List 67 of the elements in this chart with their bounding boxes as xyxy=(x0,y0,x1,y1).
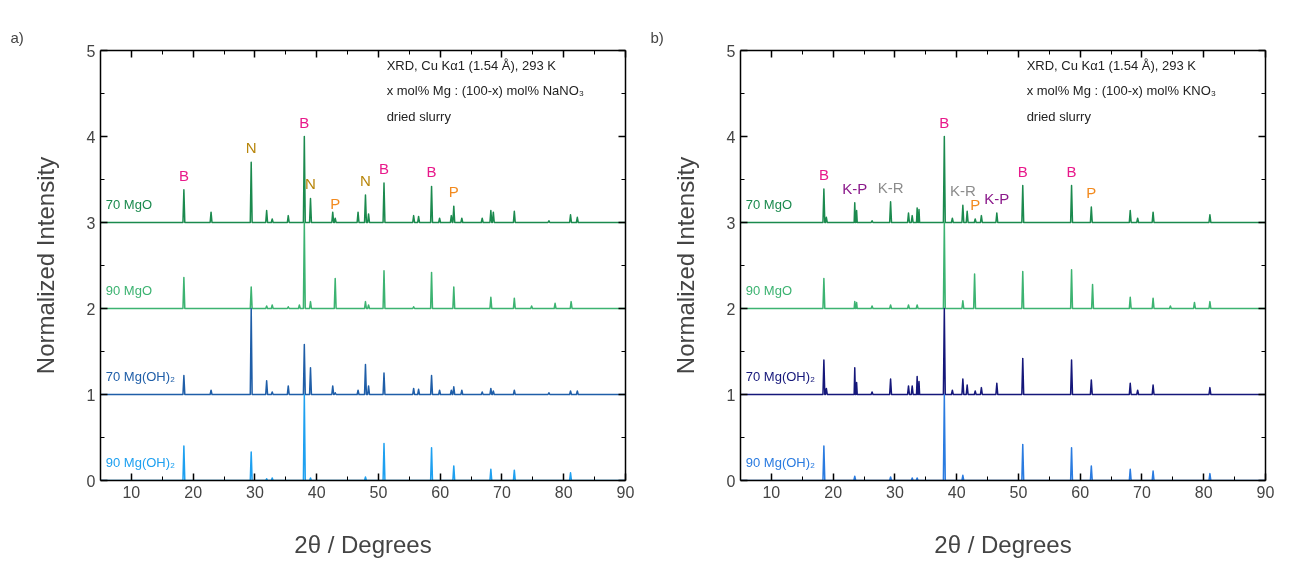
x-tick-label: 10 xyxy=(122,483,141,501)
annotation: x mol% Mg : (100-x) mol% KNO₃ xyxy=(1026,83,1217,99)
y-tick-label: 2 xyxy=(86,300,96,318)
annotation: B xyxy=(818,165,829,183)
annotation: B xyxy=(426,163,437,181)
annotation: K-P xyxy=(842,179,868,197)
x-axis-title: 2θ / Degrees xyxy=(294,530,432,558)
annotation: N xyxy=(305,175,316,193)
annotation: P xyxy=(330,195,341,213)
y-axis-title: Normalized Intensity xyxy=(671,156,699,375)
series-label: 70 MgO xyxy=(105,197,152,213)
series-label: 90 MgO xyxy=(105,283,152,299)
y-tick-label: 2 xyxy=(726,300,736,318)
annotation: K-R xyxy=(877,178,904,196)
x-tick-label: 50 xyxy=(369,483,388,501)
annotation: XRD, Cu Kα1 (1.54 Å), 293 K xyxy=(386,57,557,73)
annotation: dried slurry xyxy=(386,109,452,125)
annotation: N xyxy=(360,171,371,189)
annotation: P xyxy=(448,183,459,201)
x-tick-label: 40 xyxy=(947,483,966,501)
x-tick-label: 90 xyxy=(1256,483,1275,501)
y-tick-label: 5 xyxy=(86,42,96,60)
annotation: B xyxy=(939,113,950,131)
x-tick-label: 10 xyxy=(762,483,781,501)
annotation: P xyxy=(1086,184,1097,202)
y-tick-label: 1 xyxy=(726,386,736,404)
series-label: 90 Mg(OH)₂ xyxy=(105,455,176,471)
y-tick-label: 3 xyxy=(726,214,736,232)
annotation: B xyxy=(299,113,310,131)
x-tick-label: 30 xyxy=(886,483,904,501)
x-tick-label: 80 xyxy=(554,483,573,501)
x-tick-label: 20 xyxy=(824,483,843,501)
x-tick-label: 50 xyxy=(1009,483,1028,501)
x-tick-label: 70 xyxy=(493,483,511,501)
annotation: XRD, Cu Kα1 (1.54 Å), 293 K xyxy=(1026,57,1197,73)
y-tick-label: 4 xyxy=(726,128,736,146)
chart-title: a) xyxy=(10,28,24,46)
x-tick-label: 80 xyxy=(1194,483,1213,501)
y-tick-label: 4 xyxy=(86,128,96,146)
x-axis-title: 2θ / Degrees xyxy=(934,530,1072,558)
series-label: 70 MgO xyxy=(745,197,792,213)
x-tick-label: 70 xyxy=(1133,483,1151,501)
annotation: N xyxy=(245,139,257,157)
y-tick-label: 1 xyxy=(86,386,96,404)
chart-title: b) xyxy=(650,28,664,46)
x-tick-label: 30 xyxy=(246,483,264,501)
annotation: B xyxy=(379,159,390,177)
x-tick-label: 90 xyxy=(616,483,635,501)
series-label: 90 MgO xyxy=(745,283,792,299)
series-label: 70 Mg(OH)₂ xyxy=(105,369,176,385)
y-tick-label: 3 xyxy=(86,214,96,232)
x-tick-label: 40 xyxy=(307,483,326,501)
y-tick-label: 0 xyxy=(726,472,736,490)
annotation: B xyxy=(1017,162,1028,180)
y-tick-label: 0 xyxy=(86,472,96,490)
annotation: B xyxy=(178,166,189,184)
annotation: B xyxy=(1066,162,1077,180)
series-label: 90 Mg(OH)₂ xyxy=(745,455,816,471)
annotation: dried slurry xyxy=(1026,109,1092,125)
annotation: K-P xyxy=(984,190,1010,208)
x-tick-label: 60 xyxy=(431,483,450,501)
y-tick-label: 5 xyxy=(726,42,736,60)
series-label: 70 Mg(OH)₂ xyxy=(745,369,816,385)
x-tick-label: 60 xyxy=(1071,483,1090,501)
annotation: x mol% Mg : (100-x) mol% NaNO₃ xyxy=(386,83,585,99)
x-tick-label: 20 xyxy=(184,483,203,501)
y-axis-title: Normalized Intensity xyxy=(31,156,59,375)
